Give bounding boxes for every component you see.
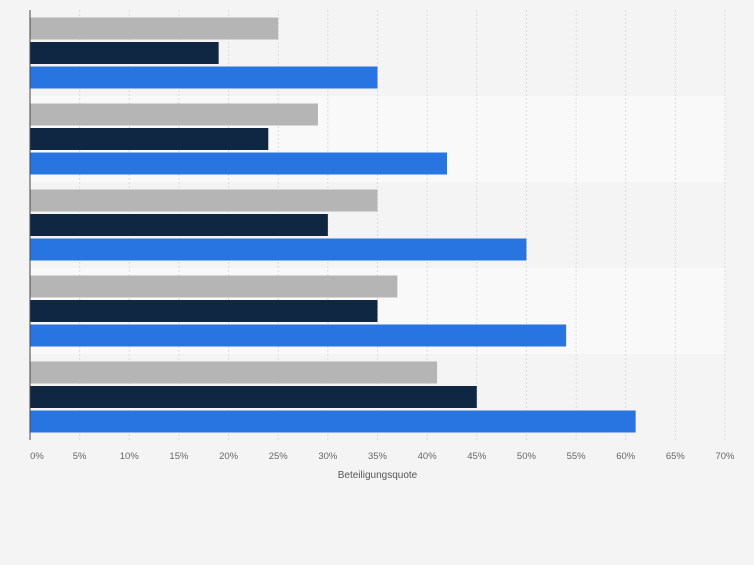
bar [30,189,378,212]
x-axis-label: Beteiligungsquote [338,470,418,481]
x-tick-label: 15% [169,451,189,462]
x-tick-labels: 0% 5% 10% 15% 20% 25% 30% 35% 40% 45% 50% 55% 60% 65%… [30,451,735,462]
bar [30,361,438,384]
x-tick-label: 60% [616,451,636,462]
x-tick-label: 20% [219,451,239,462]
x-tick-label: 10% [120,451,140,462]
x-tick-label: 35% [368,451,388,462]
x-tick-label: 5% [73,451,87,462]
bar [30,66,378,89]
bar [30,17,279,40]
x-tick-label: 30% [318,451,338,462]
bar [30,103,318,126]
bar [30,128,269,150]
x-tick-label: 40% [418,451,438,462]
bar [30,275,398,298]
bar [30,214,328,236]
bar [30,300,378,322]
x-tick-label: 0% [30,451,44,462]
bars [30,17,636,433]
bar [30,324,567,347]
bar [30,386,477,408]
x-tick-label: 45% [467,451,487,462]
x-tick-label: 50% [517,451,537,462]
bar [30,42,219,64]
x-tick-label: 65% [666,451,686,462]
x-tick-label: 25% [269,451,289,462]
bar [30,410,636,433]
x-tick-label: 55% [567,451,587,462]
bar [30,238,527,261]
bar [30,152,447,175]
x-tick-label: 70% [715,451,735,462]
